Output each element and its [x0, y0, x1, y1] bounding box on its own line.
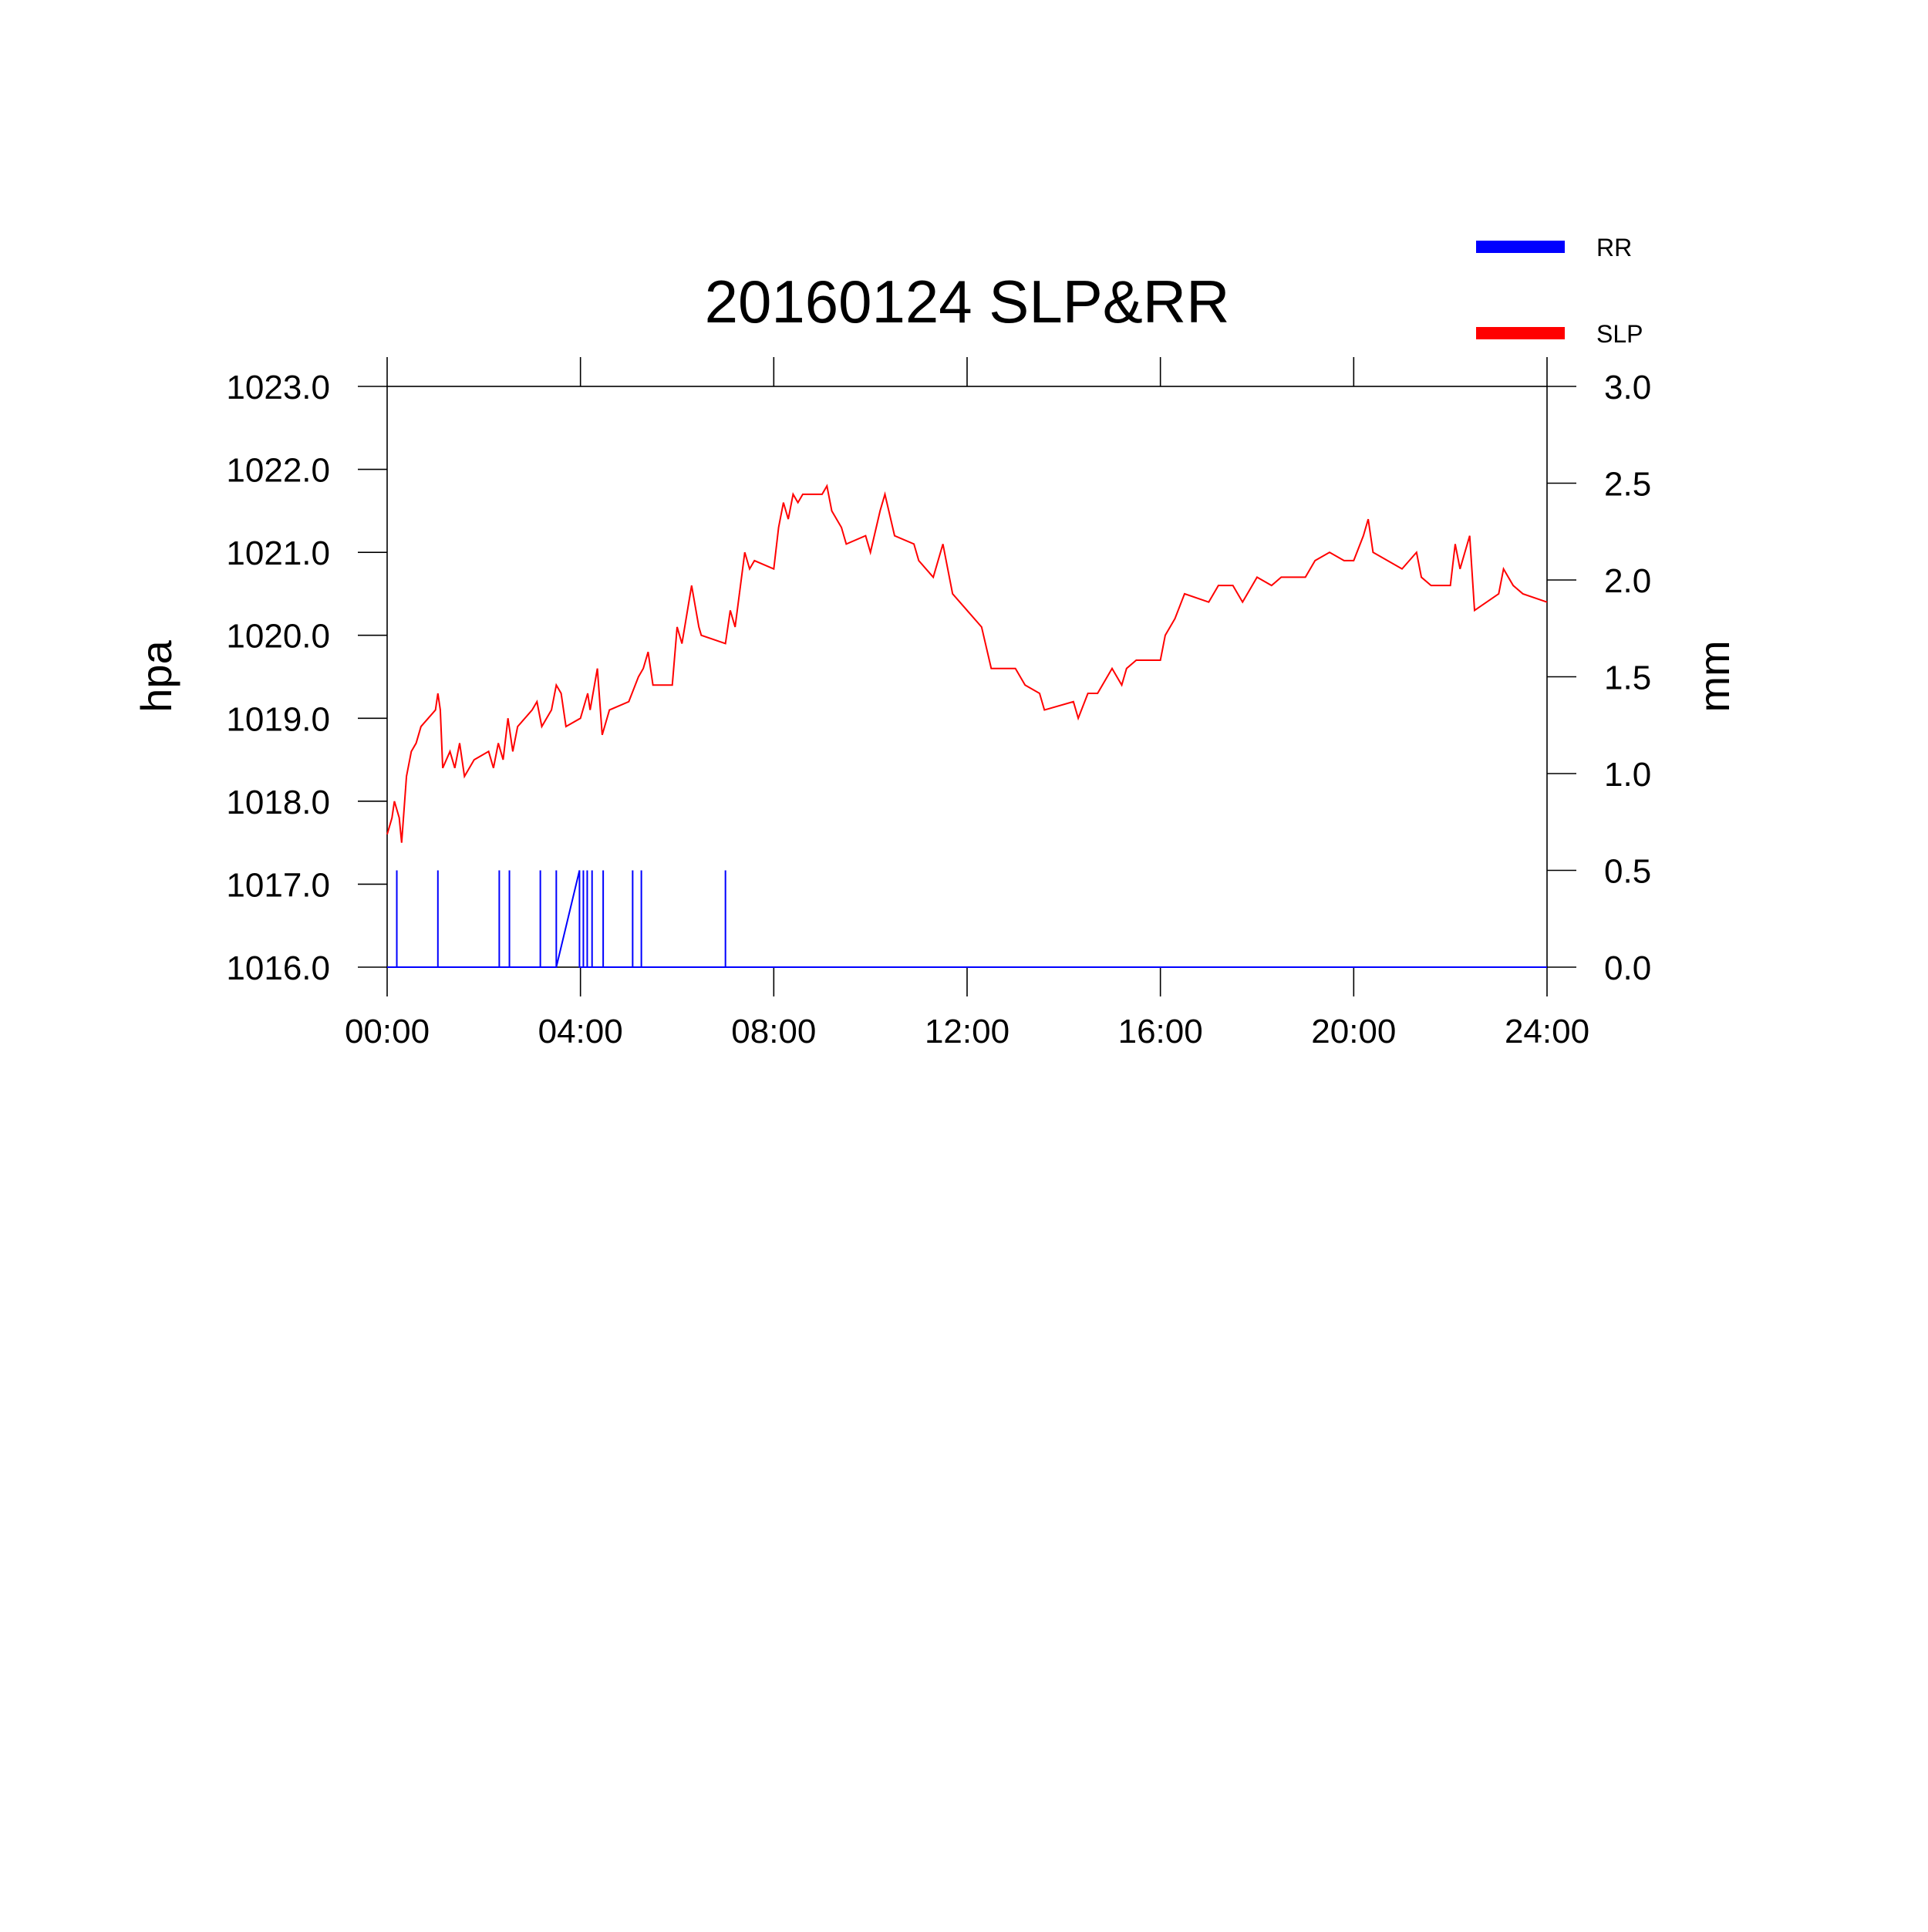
series-line [386, 484, 1548, 843]
y2-tick-label: 1.0 [1604, 756, 1651, 794]
plot-frame [386, 386, 1548, 968]
legend-label: RR [1596, 234, 1632, 261]
y-tick-label: 1021.0 [226, 534, 330, 572]
y2-tick-label: 1.5 [1604, 659, 1651, 697]
x-tick-label: 12:00 [925, 1013, 1010, 1050]
y-tick-label: 1020.0 [226, 618, 330, 656]
y-tick-label: 1023.0 [226, 369, 330, 406]
y2-tick-label: 0.0 [1604, 949, 1651, 987]
y2-tick-label: 3.0 [1604, 369, 1651, 406]
y-tick-label: 1017.0 [226, 866, 330, 904]
x-tick-label: 16:00 [1118, 1013, 1203, 1050]
x-tick-label: 24:00 [1505, 1013, 1589, 1050]
x-tick-label: 04:00 [538, 1013, 623, 1050]
y2-axis-label: mm [1690, 640, 1738, 712]
series-line [387, 870, 1547, 968]
y2-tick-label: 2.5 [1604, 466, 1651, 504]
legend-label: SLP [1596, 320, 1643, 348]
y-tick-label: 1022.0 [226, 452, 330, 490]
x-tick-label: 08:00 [731, 1013, 816, 1050]
y-tick-label: 1018.0 [226, 784, 330, 821]
x-tick-label: 00:00 [345, 1013, 430, 1050]
y-axis-label: hpa [132, 639, 180, 712]
y-tick-label: 1019.0 [226, 700, 330, 738]
x-tick-label: 20:00 [1311, 1013, 1396, 1050]
y-tick-label: 1016.0 [226, 949, 330, 987]
chart-title: 20160124 SLP&RR [705, 268, 1230, 335]
y2-tick-label: 0.5 [1604, 853, 1651, 891]
y2-tick-label: 2.0 [1604, 562, 1651, 600]
